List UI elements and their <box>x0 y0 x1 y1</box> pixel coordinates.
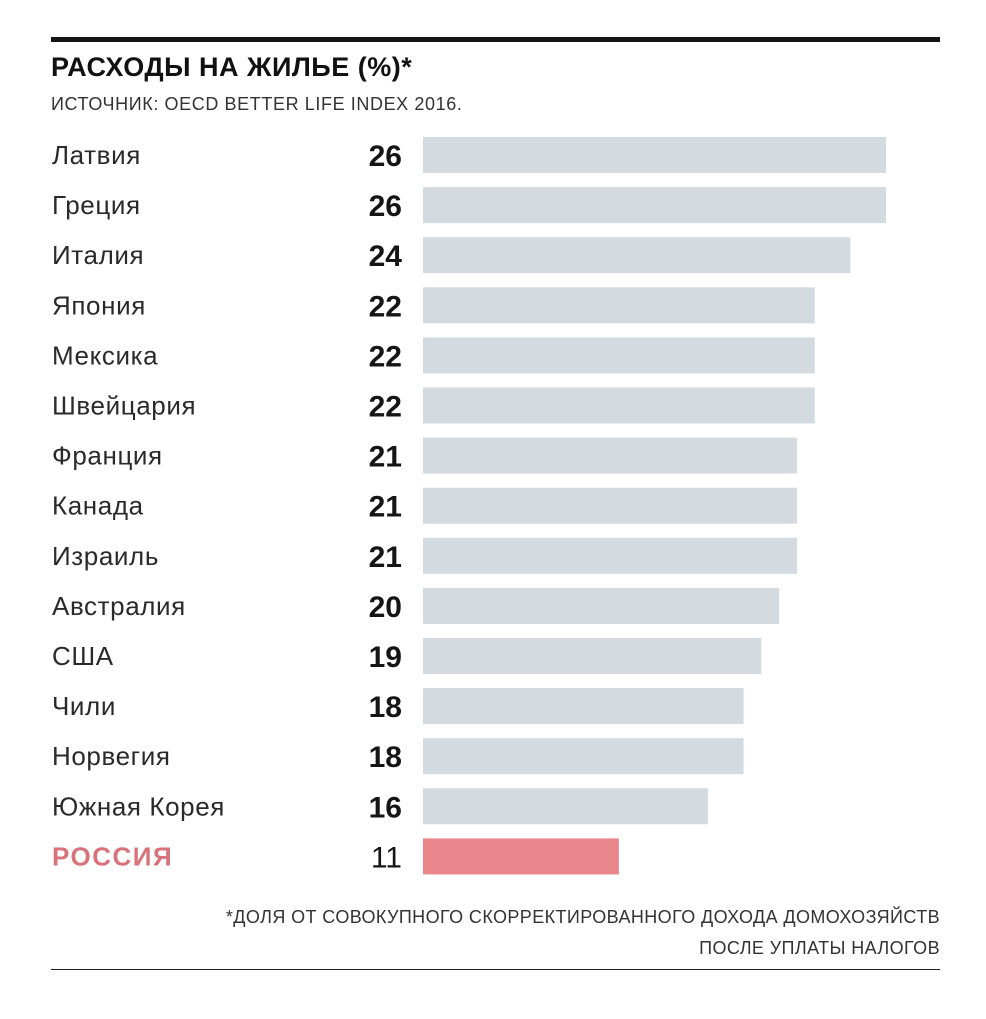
bar-row-8: Израиль 21 <box>52 537 797 574</box>
bar-row-2: Италия 24 <box>52 237 851 274</box>
bar-row-3: Япония 22 <box>52 287 815 324</box>
value-label-11: 18 <box>369 691 402 724</box>
bar-chart: Латвия 26 Греция 26 Италия 24 Япония 22 Мексика 2… <box>52 137 886 875</box>
bar-9 <box>423 587 780 624</box>
bar-1 <box>423 187 886 224</box>
bar-row-7: Канада 21 <box>52 487 797 524</box>
bar-14 <box>423 838 619 875</box>
bar-row-14: РОССИЯ 11 <box>52 838 619 875</box>
bar-12 <box>423 738 744 775</box>
country-label-12: Норвегия <box>52 741 171 771</box>
value-label-4: 22 <box>369 340 402 373</box>
bar-5 <box>423 387 815 424</box>
country-label-7: Канада <box>52 491 144 521</box>
country-label-0: Латвия <box>52 140 141 170</box>
bar-0 <box>423 137 886 173</box>
footnote-line-2: ПОСЛЕ УПЛАТЫ НАЛОГОВ <box>699 938 940 958</box>
value-label-13: 16 <box>369 791 402 824</box>
country-label-5: Швейцария <box>52 391 196 421</box>
value-label-14: 11 <box>371 841 402 874</box>
value-label-5: 22 <box>369 391 402 424</box>
bottom-rule <box>51 969 940 970</box>
country-label-13: Южная Корея <box>52 791 225 821</box>
bar-6 <box>423 437 797 474</box>
bar-row-9: Австралия 20 <box>52 587 780 624</box>
value-label-1: 26 <box>369 190 402 223</box>
bar-8 <box>423 537 797 574</box>
value-label-9: 20 <box>369 591 402 624</box>
country-label-9: Австралия <box>52 591 186 621</box>
bar-row-10: США 19 <box>52 638 762 674</box>
country-label-11: Чили <box>52 691 116 721</box>
value-label-2: 24 <box>369 240 403 273</box>
country-label-2: Италия <box>52 240 144 270</box>
bar-row-12: Норвегия 18 <box>52 738 744 775</box>
value-label-8: 21 <box>369 541 402 574</box>
footnote: *ДОЛЯ ОТ СОВОКУПНОГО СКОРРЕКТИРОВАННОГО … <box>226 902 940 964</box>
bar-10 <box>423 638 762 674</box>
bar-row-6: Франция 21 <box>52 437 797 474</box>
value-label-0: 26 <box>369 140 402 173</box>
bar-7 <box>423 487 797 524</box>
bar-row-5: Швейцария 22 <box>52 387 815 424</box>
chart-title: РАСХОДЫ НА ЖИЛЬЕ (%)* <box>51 52 413 82</box>
value-label-10: 19 <box>369 641 402 674</box>
country-label-4: Мексика <box>52 340 158 370</box>
value-label-3: 22 <box>369 290 402 323</box>
bar-row-4: Мексика 22 <box>52 337 815 374</box>
country-label-8: Израиль <box>52 541 159 571</box>
bar-4 <box>423 337 815 374</box>
footnote-line-1: *ДОЛЯ ОТ СОВОКУПНОГО СКОРРЕКТИРОВАННОГО … <box>225 907 940 927</box>
chart-source: ИСТОЧНИК: OECD BETTER LIFE INDEX 2016. <box>51 94 463 114</box>
bar-row-0: Латвия 26 <box>52 137 886 173</box>
top-rule <box>51 37 940 42</box>
country-label-14: РОССИЯ <box>52 841 173 871</box>
bar-3 <box>423 287 815 324</box>
bar-11 <box>423 688 744 725</box>
bar-row-1: Греция 26 <box>52 187 886 224</box>
country-label-1: Греция <box>52 190 141 220</box>
bar-2 <box>423 237 851 274</box>
country-label-6: Франция <box>52 441 163 471</box>
value-label-7: 21 <box>369 491 402 524</box>
value-label-6: 21 <box>369 441 402 474</box>
value-label-12: 18 <box>369 741 402 774</box>
bar-13 <box>423 788 708 825</box>
bar-row-11: Чили 18 <box>52 688 744 725</box>
bar-row-13: Южная Корея 16 <box>52 788 708 825</box>
country-label-3: Япония <box>52 290 146 320</box>
country-label-10: США <box>52 641 114 671</box>
